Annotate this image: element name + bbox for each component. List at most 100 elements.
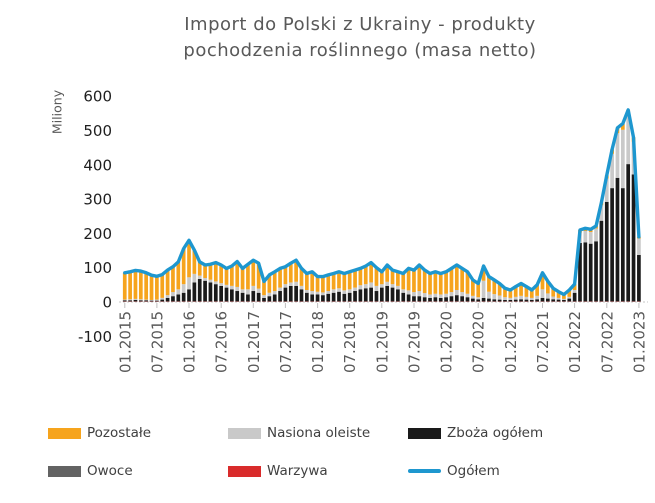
legend-label-warzywa: Warzywa xyxy=(267,463,328,479)
bar-zboza-ogolem xyxy=(513,299,518,302)
bar-zboza-ogolem xyxy=(551,299,556,302)
bar-zboza-ogolem xyxy=(492,299,497,302)
bar-pozostale xyxy=(203,264,207,278)
bar-pozostale xyxy=(138,271,143,300)
bar-zboza-ogolem xyxy=(197,279,202,302)
bar-nasiona-oleiste xyxy=(508,297,513,300)
legend-item-zboza-ogolem: Zboża ogółem xyxy=(408,425,543,441)
bar-zboza-ogolem xyxy=(449,296,454,302)
bar-nasiona-oleiste xyxy=(144,299,149,301)
legend-item-ogolem: Ogółem xyxy=(408,463,500,479)
bar-nasiona-oleiste xyxy=(390,284,395,288)
bar-pozostale xyxy=(208,264,213,280)
bar-nasiona-oleiste xyxy=(476,297,481,300)
bar-pozostale xyxy=(396,271,400,286)
bar-pozostale xyxy=(406,268,411,291)
bar-nasiona-oleiste xyxy=(540,289,545,298)
bar-pozostale xyxy=(379,271,384,285)
legend-item-nasiona-oleiste: Nasiona oleiste xyxy=(228,425,370,441)
bar-zboza-ogolem xyxy=(138,300,143,302)
bar-zboza-ogolem xyxy=(213,284,218,302)
bar-nasiona-oleiste xyxy=(133,298,138,300)
bar-nasiona-oleiste xyxy=(347,289,352,293)
bar-pozostale xyxy=(315,276,320,292)
bar-pozostale xyxy=(369,262,373,283)
bar-nasiona-oleiste xyxy=(149,299,154,301)
bar-nasiona-oleiste xyxy=(331,289,336,293)
bar-pozostale xyxy=(358,268,363,286)
bar-pozostale xyxy=(513,286,518,297)
bar-pozostale xyxy=(267,274,272,293)
bar-zboza-ogolem xyxy=(155,300,159,302)
bar-nasiona-oleiste xyxy=(342,290,347,294)
bar-nasiona-oleiste xyxy=(503,297,507,300)
legend-item-owoce: Owoce xyxy=(48,463,133,479)
bar-pozostale xyxy=(230,265,234,286)
bar-zboza-ogolem xyxy=(299,289,304,302)
bar-nasiona-oleiste xyxy=(369,282,373,288)
bar-pozostale xyxy=(342,273,347,291)
bar-pozostale xyxy=(272,271,277,292)
bar-pozostale xyxy=(122,272,127,300)
x-tick-label: 07.2018 xyxy=(341,311,359,373)
bar-nasiona-oleiste xyxy=(604,178,609,202)
bar-pozostale xyxy=(385,264,390,282)
bar-zboza-ogolem xyxy=(235,291,240,302)
y-tick-label: 500 xyxy=(83,122,112,140)
bar-nasiona-oleiste xyxy=(283,284,288,288)
bar-zboza-ogolem xyxy=(353,291,357,302)
bar-nasiona-oleiste xyxy=(519,295,523,300)
bar-pozostale xyxy=(144,272,149,300)
bar-zboza-ogolem xyxy=(385,285,390,302)
bar-nasiona-oleiste xyxy=(353,287,357,292)
bar-pozostale xyxy=(471,280,475,296)
bar-pozostale xyxy=(262,281,266,296)
bar-nasiona-oleiste xyxy=(171,292,175,297)
bar-nasiona-oleiste xyxy=(155,299,159,301)
bar-zboza-ogolem xyxy=(262,297,266,302)
bar-nasiona-oleiste xyxy=(454,290,459,296)
x-tick-label: 07.2016 xyxy=(213,311,231,373)
bar-nasiona-oleiste xyxy=(337,288,341,292)
x-tick-label: 07.2021 xyxy=(534,311,552,373)
bar-zboza-ogolem xyxy=(620,188,625,302)
bar-zboza-ogolem xyxy=(374,291,379,302)
y-tick-label: 100 xyxy=(83,259,112,277)
bar-zboza-ogolem xyxy=(604,201,609,302)
bar-nasiona-oleiste xyxy=(626,116,631,165)
bar-pozostale xyxy=(444,271,448,294)
bar-pozostale xyxy=(519,283,523,296)
bar-zboza-ogolem xyxy=(310,294,315,302)
bar-pozostale xyxy=(321,276,325,293)
x-tick-label: 01.2019 xyxy=(373,311,391,373)
bar-pozostale xyxy=(454,264,459,290)
y-tick-label: 600 xyxy=(83,88,112,106)
bar-nasiona-oleiste xyxy=(610,153,614,189)
bar-pozostale xyxy=(535,284,539,296)
bar-zboza-ogolem xyxy=(267,296,272,302)
bar-zboza-ogolem xyxy=(610,188,614,302)
bar-nasiona-oleiste xyxy=(465,293,470,298)
bar-zboza-ogolem xyxy=(128,300,132,302)
bar-nasiona-oleiste xyxy=(594,228,598,242)
bar-nasiona-oleiste xyxy=(213,281,218,285)
bar-nasiona-oleiste xyxy=(187,277,191,290)
bar-zboza-ogolem xyxy=(588,243,593,302)
bar-nasiona-oleiste xyxy=(556,297,561,300)
bar-pozostale xyxy=(331,273,336,290)
total-line xyxy=(123,108,641,297)
bar-nasiona-oleiste xyxy=(428,294,432,298)
bar-zboza-ogolem xyxy=(337,291,341,302)
bar-nasiona-oleiste xyxy=(471,295,475,299)
bar-pozostale xyxy=(433,271,438,294)
bar-zboza-ogolem xyxy=(567,298,572,302)
bar-nasiona-oleiste xyxy=(385,281,390,286)
bar-zboza-ogolem xyxy=(321,295,325,302)
bar-nasiona-oleiste xyxy=(246,289,250,295)
bar-pozostale xyxy=(417,264,422,292)
bar-zboza-ogolem xyxy=(546,298,550,302)
bar-pozostale xyxy=(422,270,427,294)
bar-pozostale xyxy=(213,262,218,282)
bar-zboza-ogolem xyxy=(503,299,507,302)
bar-nasiona-oleiste xyxy=(529,297,534,300)
